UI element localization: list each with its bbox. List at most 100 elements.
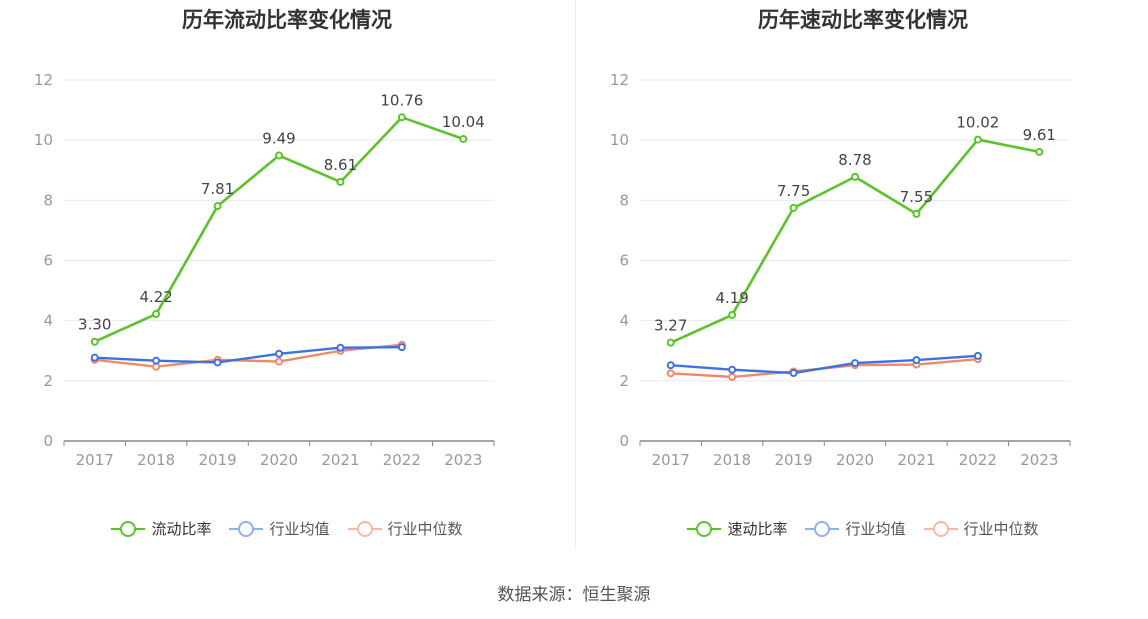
series-line [94, 116, 464, 343]
legend-line-icon [687, 520, 722, 537]
x-tick-label: 2021 [897, 451, 935, 469]
data-point [851, 359, 859, 368]
y-tick-label: 2 [619, 372, 629, 390]
series-line [94, 343, 402, 368]
data-point [789, 203, 798, 212]
y-tick-label: 6 [43, 252, 53, 270]
data-point [90, 353, 99, 362]
data-point [397, 113, 406, 122]
legend-label: 行业均值 [845, 520, 906, 538]
data-point [213, 358, 222, 367]
data-label: 3.30 [78, 316, 111, 334]
x-tick-label: 2017 [652, 451, 690, 469]
data-point [789, 369, 798, 378]
chart-plot: 0 2 4 6 8 10 12 2017 2018 2019 2020 2021 2022 2023 3.2… [610, 71, 1071, 469]
legend-line-icon [347, 520, 382, 537]
legend-item-industry-mean[interactable]: 行业均值 [229, 518, 330, 539]
data-label: 4.22 [139, 288, 172, 306]
data-label: 7.75 [777, 182, 810, 200]
data-point [851, 172, 859, 181]
data-point [90, 337, 99, 346]
legend-label: 速动比率 [727, 520, 788, 538]
x-tick-label: 2022 [959, 451, 997, 469]
series-line [670, 138, 1040, 344]
legend-label: 行业均值 [269, 520, 330, 538]
y-tick-label: 4 [619, 312, 629, 330]
chart-title: 历年流动比率变化情况 [182, 8, 392, 32]
data-point [152, 310, 161, 319]
data-label: 8.78 [838, 151, 871, 169]
data-point [973, 351, 982, 360]
y-tick-label: 10 [610, 131, 629, 149]
x-tick-label: 2019 [198, 451, 236, 469]
data-point [459, 134, 468, 143]
chart-current-ratio: 历年流动比率变化情况 0 2 4 6 8 10 12 2017 2018 2019 2020 2021… [0, 0, 574, 560]
legend-item-industry-mean[interactable]: 行业均值 [805, 518, 906, 539]
chart-legend: 流动比率 行业均值 行业中位数 [0, 518, 574, 539]
data-label: 7.81 [201, 180, 234, 198]
legend-label: 流动比率 [151, 520, 212, 538]
data-label: 9.61 [1023, 126, 1056, 144]
series-line [670, 354, 978, 375]
data-point [728, 365, 737, 374]
series-line [94, 345, 402, 364]
x-tick-label: 2018 [137, 451, 175, 469]
data-label: 9.49 [262, 130, 295, 148]
data-label: 8.61 [324, 156, 357, 174]
legend-line-icon [923, 520, 958, 537]
data-source-note: 数据来源：恒生聚源 [497, 585, 651, 605]
data-point [666, 338, 675, 347]
data-point [152, 356, 161, 365]
y-tick-label: 12 [34, 71, 53, 89]
legend-item-current-ratio[interactable]: 流动比率 [111, 518, 211, 539]
data-label: 3.27 [654, 317, 687, 335]
y-tick-label: 8 [43, 191, 53, 209]
data-label: 7.55 [900, 188, 933, 206]
chart-quick-ratio: 历年速动比率变化情况 0 2 4 6 8 10 12 2017 2018 2019 2020 2021… [576, 0, 1148, 560]
x-tick-label: 2023 [1020, 451, 1058, 469]
data-point [728, 372, 737, 381]
data-point [397, 343, 406, 352]
chart-legend: 速动比率 行业均值 行业中位数 [576, 518, 1148, 539]
chart-title: 历年速动比率变化情况 [758, 8, 968, 32]
y-tick-label: 2 [43, 372, 53, 390]
y-tick-label: 6 [619, 252, 629, 270]
data-point [666, 369, 675, 378]
data-label: 4.19 [715, 289, 748, 307]
data-point [213, 202, 222, 211]
legend-line-icon [229, 520, 264, 537]
data-label: 10.04 [442, 113, 485, 131]
y-tick-label: 4 [43, 312, 53, 330]
x-tick-label: 2020 [260, 451, 298, 469]
y-tick-label: 0 [619, 432, 629, 450]
legend-item-quick-ratio[interactable]: 速动比率 [687, 518, 787, 539]
data-point [912, 209, 921, 218]
data-point [912, 356, 921, 365]
x-tick-label: 2022 [383, 451, 421, 469]
data-label: 10.76 [380, 91, 423, 109]
data-point [275, 151, 283, 160]
legend-label: 行业中位数 [963, 520, 1039, 538]
legend-item-industry-median[interactable]: 行业中位数 [923, 518, 1039, 539]
x-tick-label: 2023 [444, 451, 482, 469]
y-tick-label: 10 [34, 131, 53, 149]
panel-divider [575, 0, 576, 550]
legend-item-industry-median[interactable]: 行业中位数 [347, 518, 463, 539]
data-point [1035, 147, 1044, 156]
x-tick-label: 2020 [836, 451, 874, 469]
data-point [666, 361, 675, 370]
x-tick-label: 2021 [321, 451, 359, 469]
legend-line-icon [805, 520, 840, 537]
y-tick-label: 12 [610, 71, 629, 89]
x-tick-label: 2018 [713, 451, 751, 469]
chart-plot: 0 2 4 6 8 10 12 2017 2018 2019 2020 2021 2022 2023 3.3… [34, 71, 495, 469]
legend-line-icon [111, 520, 146, 537]
legend-label: 行业中位数 [387, 520, 463, 538]
data-point [728, 310, 737, 319]
data-point [275, 349, 283, 358]
data-point [336, 177, 345, 186]
y-tick-label: 8 [619, 191, 629, 209]
data-point [973, 135, 982, 144]
data-label: 10.02 [956, 114, 999, 132]
data-point [275, 357, 283, 366]
